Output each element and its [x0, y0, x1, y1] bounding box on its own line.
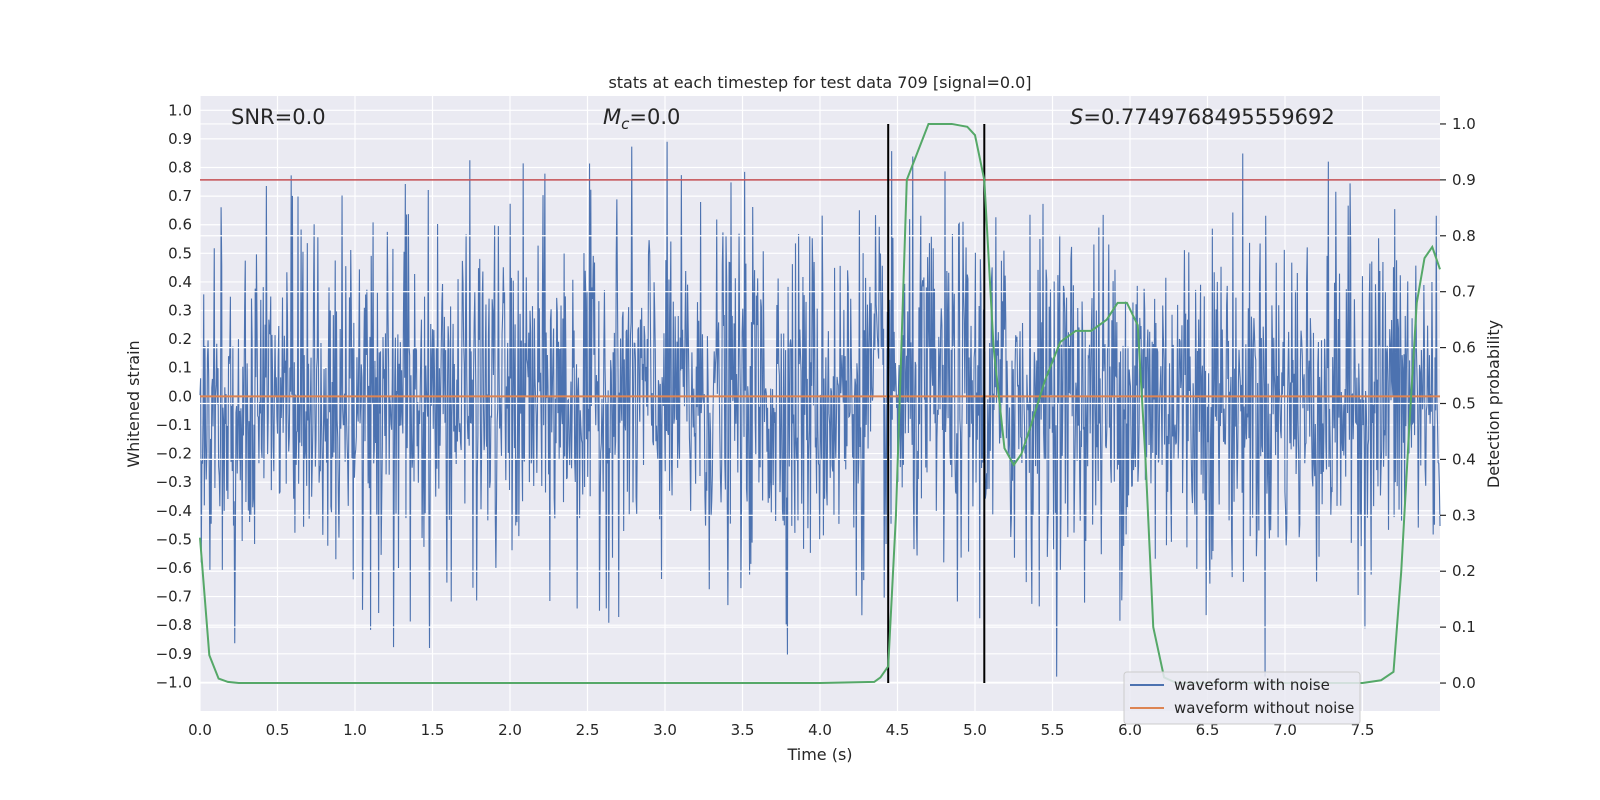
y-left-tick-label: 0.6	[168, 216, 192, 234]
y-left-tick-label: 0.3	[168, 302, 192, 320]
y-right-tick-label: 0.8	[1452, 227, 1476, 245]
x-tick-label: 3.0	[653, 721, 677, 739]
legend-entry-noise: waveform with noise	[1174, 676, 1330, 694]
chirp-mass-subscript: c	[621, 115, 630, 133]
y-right-tick-label: 0.9	[1452, 171, 1476, 189]
x-tick-label: 0.5	[266, 721, 290, 739]
x-tick-label: 2.0	[498, 721, 522, 739]
legend-box	[1123, 671, 1361, 725]
overlay-lines	[199, 122, 1441, 685]
y-right-tick-label: 0.7	[1452, 283, 1476, 301]
y-left-tick-label: 0.5	[168, 244, 192, 262]
waveform-with-noise-series	[199, 141, 1441, 677]
y-left-tick-label: 0.0	[168, 387, 192, 405]
x-tick-label: 6.5	[1196, 721, 1220, 739]
x-tick-label: 1.5	[421, 721, 445, 739]
y-left-tick-label: −0.5	[156, 530, 192, 548]
x-tick-label: 0.0	[188, 721, 212, 739]
y-left-tick-label: 0.7	[168, 187, 192, 205]
y-left-tick-label: −0.2	[156, 445, 192, 463]
score-symbol: S	[1070, 105, 1083, 129]
score-annotation: S=0.7749768495559692	[1070, 105, 1335, 129]
y-right-tick-label: 0.4	[1452, 450, 1476, 468]
x-tick-label: 6.0	[1118, 721, 1142, 739]
waveform-with-noise-line	[199, 141, 1441, 677]
axis-ticks: 0.0 0.5 1.0 1.5 2.0 2.5 3.0 3.5 4.0 4.5 5.0 5.5 6.0 6…	[156, 101, 1476, 739]
y-left-tick-label: −0.6	[156, 559, 192, 577]
y-axis-right-label: Detection probability	[1484, 320, 1503, 488]
x-tick-label: 3.5	[731, 721, 755, 739]
x-tick-label: 7.5	[1351, 721, 1375, 739]
chirp-mass-symbol: M	[603, 105, 621, 129]
detection-probability-line	[199, 122, 1441, 685]
legend-entry-clean: waveform without noise	[1174, 699, 1354, 717]
x-tick-label: 4.5	[886, 721, 910, 739]
legend: waveform with noise waveform without noi…	[1123, 671, 1361, 725]
y-right-tick-label: 0.2	[1452, 562, 1476, 580]
snr-annotation: SNR=0.0	[231, 105, 326, 129]
y-right-tick-label: 1.0	[1452, 115, 1476, 133]
y-left-tick-label: 0.9	[168, 130, 192, 148]
chirp-mass-annotation: Mc=0.0	[603, 105, 680, 133]
x-tick-label: 5.5	[1041, 721, 1065, 739]
y-left-tick-label: −0.9	[156, 645, 192, 663]
y-right-tick-label: 0.3	[1452, 506, 1476, 524]
y-right-tick-label: 0.0	[1452, 674, 1476, 692]
y-right-tick-label: 0.6	[1452, 339, 1476, 357]
chart-title: stats at each timestep for test data 709…	[608, 73, 1031, 92]
y-left-tick-label: 1.0	[168, 101, 192, 119]
x-tick-label: 1.0	[343, 721, 367, 739]
y-left-tick-label: 0.8	[168, 159, 192, 177]
y-left-tick-label: −1.0	[156, 673, 192, 691]
x-axis-label: Time (s)	[786, 745, 852, 764]
y-left-tick-label: 0.4	[168, 273, 192, 291]
x-tick-label: 4.0	[808, 721, 832, 739]
y-left-tick-label: −0.7	[156, 588, 192, 606]
y-left-tick-label: −0.3	[156, 473, 192, 491]
y-left-tick-label: −0.8	[156, 616, 192, 634]
y-left-tick-label: −0.4	[156, 502, 192, 520]
y-axis-left-label: Whitened strain	[124, 340, 143, 467]
x-tick-label: 7.0	[1273, 721, 1297, 739]
score-value: =0.7749768495559692	[1083, 105, 1334, 129]
y-left-tick-label: 0.2	[168, 330, 192, 348]
x-tick-label: 2.5	[576, 721, 600, 739]
chirp-mass-value: =0.0	[629, 105, 680, 129]
y-right-tick-label: 0.1	[1452, 618, 1476, 636]
y-left-tick-label: 0.1	[168, 359, 192, 377]
x-tick-label: 5.0	[963, 721, 987, 739]
y-right-tick-label: 0.5	[1452, 395, 1476, 413]
y-left-tick-label: −0.1	[156, 416, 192, 434]
